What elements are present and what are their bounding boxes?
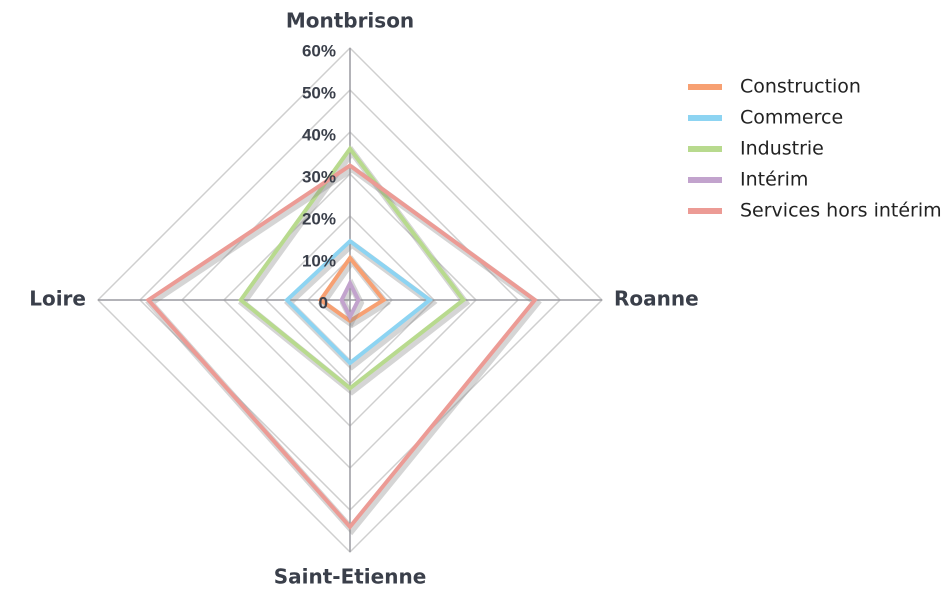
series-shadow: [238, 145, 471, 396]
tick-label: 40%: [302, 125, 336, 144]
tick-label: 20%: [302, 209, 336, 228]
series-line: [339, 278, 361, 322]
tick-label: 30%: [302, 167, 336, 186]
legend-label: Industrie: [740, 138, 824, 160]
tick-label: 50%: [302, 83, 336, 102]
series-line: [145, 163, 538, 530]
series-line: [238, 145, 467, 391]
legend-label: Services hors intérim: [740, 200, 942, 222]
category-label: Montbrison: [286, 9, 414, 33]
tick-label: 10%: [302, 251, 336, 270]
category-label: Roanne: [614, 287, 699, 311]
legend-label: Intérim: [740, 169, 808, 191]
series-line: [284, 238, 434, 366]
tick-label: 0: [319, 293, 328, 312]
legend-label: Commerce: [740, 107, 843, 129]
tick-label: 60%: [302, 41, 336, 60]
category-label: Saint-Etienne: [274, 565, 427, 589]
category-label: Loire: [29, 287, 86, 311]
legend-label: Construction: [740, 76, 861, 98]
